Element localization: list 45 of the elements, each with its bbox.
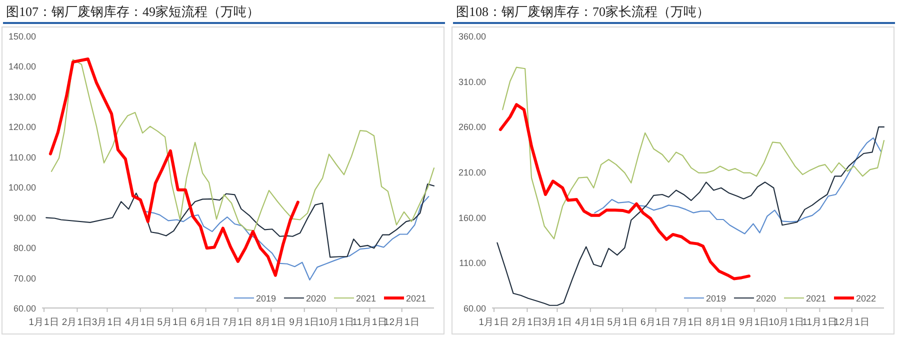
legend-label: 2019	[256, 294, 276, 304]
y-tick-label: 80.00	[13, 243, 36, 254]
x-tick-label: 6月1日	[190, 317, 222, 328]
legend-label: 2022	[856, 294, 876, 304]
y-tick-label: 70.00	[13, 273, 36, 284]
y-tick-label: 210.00	[458, 168, 486, 178]
x-tick-label: 9月1日	[289, 317, 320, 328]
y-tick-label: 90.00	[13, 212, 36, 223]
y-tick-label: 150.00	[8, 32, 36, 42]
legend-label: 2020	[306, 294, 326, 304]
x-tick-label: 8月1日	[256, 317, 286, 328]
y-tick-label: 60.00	[463, 304, 486, 314]
x-tick-label: 2月1日	[62, 317, 93, 328]
x-tick-label: 9月1日	[739, 317, 770, 328]
x-tick-label: 4月1日	[125, 317, 156, 328]
x-tick-label: 3月1日	[542, 317, 573, 328]
chart-title: 图107：钢厂废钢库存：49家短流程（万吨）	[6, 4, 260, 19]
y-tick-label: 260.00	[458, 122, 486, 132]
y-tick-label: 360.00	[458, 32, 486, 42]
x-tick-label: 7月1日	[672, 317, 704, 328]
x-tick-label: 1月1日	[28, 317, 60, 328]
y-tick-label: 120.00	[8, 122, 36, 132]
x-tick-label: 6月1日	[640, 317, 672, 328]
x-tick-label: 5月1日	[607, 317, 638, 328]
x-tick-label: 5月1日	[157, 317, 188, 328]
legend-label: 2021	[806, 294, 826, 304]
legend-label: 2019	[706, 294, 726, 304]
y-tick-label: 310.00	[458, 76, 486, 87]
y-tick-label: 130.00	[8, 92, 36, 102]
legend-label: 2021	[356, 294, 376, 304]
x-tick-label: 1月1日	[478, 317, 510, 328]
x-tick-label: 2月1日	[512, 317, 543, 328]
x-tick-label: 7月1日	[222, 317, 254, 328]
x-tick-label: 8月1日	[706, 317, 736, 328]
y-tick-label: 60.00	[13, 304, 36, 314]
legend-label: 2021	[406, 294, 426, 304]
chart-title: 图108：钢厂废钢库存：70家长流程（万吨）	[456, 4, 710, 19]
y-tick-label: 110.00	[459, 258, 486, 268]
legend-label: 2020	[756, 294, 776, 304]
y-tick-label: 140.00	[8, 62, 36, 72]
y-tick-label: 110.00	[9, 152, 36, 162]
y-tick-label: 160.00	[458, 212, 486, 223]
y-tick-label: 100.00	[8, 182, 36, 193]
x-tick-label: 4月1日	[575, 317, 606, 328]
x-tick-label: 3月1日	[92, 317, 123, 328]
